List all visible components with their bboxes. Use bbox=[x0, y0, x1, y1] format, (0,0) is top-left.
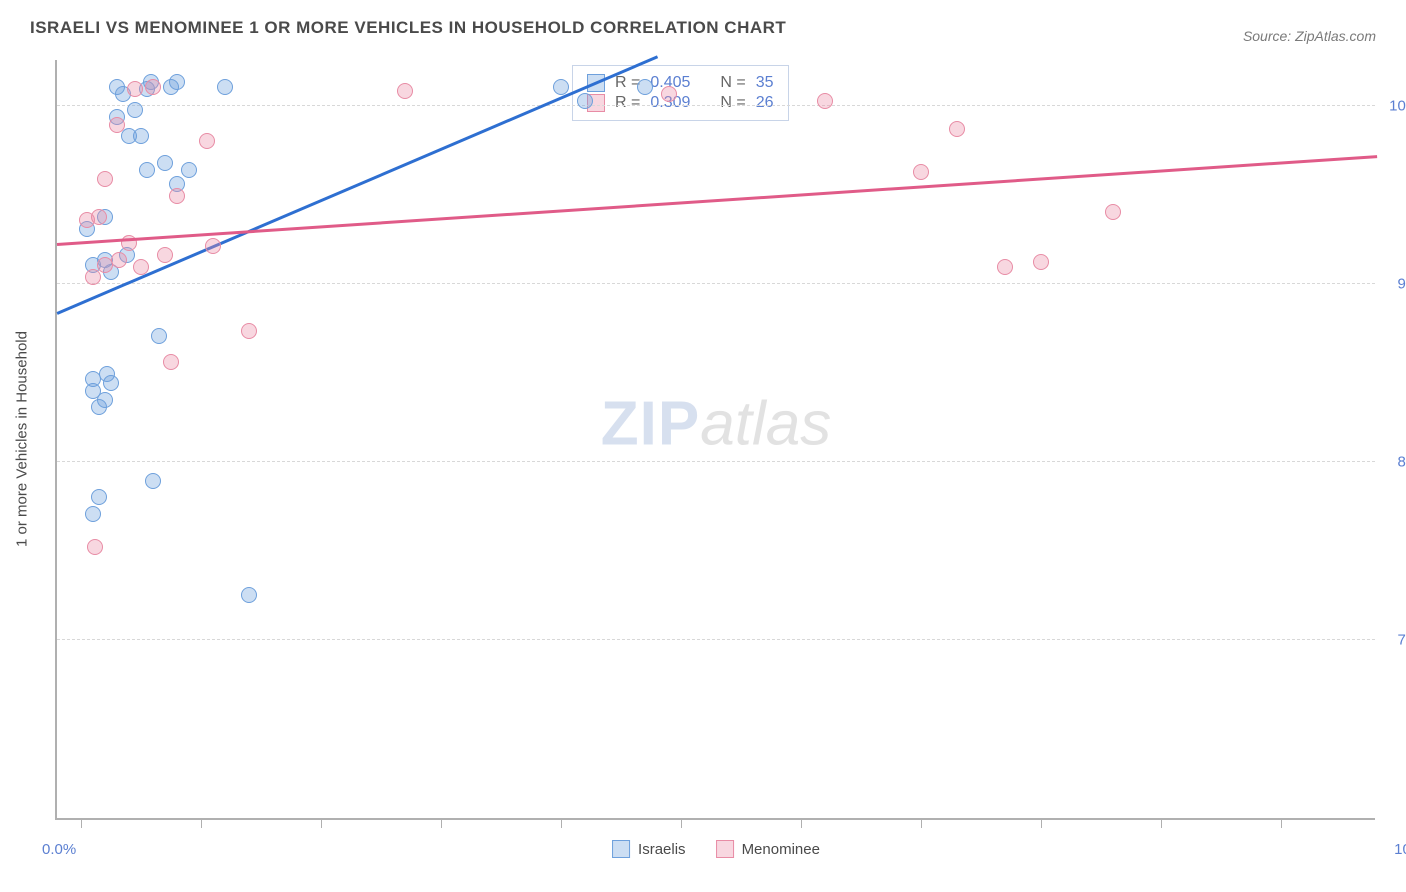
scatter-point bbox=[111, 252, 127, 268]
x-tick bbox=[441, 818, 442, 828]
scatter-point bbox=[91, 489, 107, 505]
watermark-atlas: atlas bbox=[700, 389, 831, 458]
scatter-point bbox=[133, 259, 149, 275]
scatter-point bbox=[139, 162, 155, 178]
x-tick bbox=[1041, 818, 1042, 828]
scatter-point bbox=[99, 366, 115, 382]
scatter-point bbox=[553, 79, 569, 95]
scatter-point bbox=[817, 93, 833, 109]
scatter-point bbox=[577, 93, 593, 109]
scatter-point bbox=[127, 81, 143, 97]
scatter-point bbox=[205, 238, 221, 254]
watermark: ZIPatlas bbox=[601, 388, 831, 459]
legend-item: Israelis bbox=[612, 840, 686, 858]
scatter-point bbox=[145, 473, 161, 489]
x-tick bbox=[81, 818, 82, 828]
gridline: 92.5% bbox=[57, 283, 1375, 284]
chart-title: ISRAELI VS MENOMINEE 1 OR MORE VEHICLES … bbox=[30, 18, 786, 38]
scatter-point bbox=[217, 79, 233, 95]
scatter-point bbox=[181, 162, 197, 178]
scatter-point bbox=[85, 506, 101, 522]
stats-legend-box: R = 0.405N = 35 R = 0.309N = 26 bbox=[572, 65, 789, 121]
y-tick-label: 100.0% bbox=[1380, 97, 1406, 114]
scatter-point bbox=[241, 323, 257, 339]
x-tick bbox=[321, 818, 322, 828]
x-axis-min-label: 0.0% bbox=[42, 841, 76, 858]
scatter-point bbox=[163, 354, 179, 370]
scatter-point bbox=[109, 117, 125, 133]
gridline: 100.0% bbox=[57, 105, 1375, 106]
scatter-point bbox=[145, 79, 161, 95]
scatter-point bbox=[85, 269, 101, 285]
source-label: Source: ZipAtlas.com bbox=[1243, 28, 1376, 44]
x-tick bbox=[561, 818, 562, 828]
stat-r-label: R = bbox=[615, 94, 640, 112]
x-tick bbox=[201, 818, 202, 828]
scatter-point bbox=[151, 328, 167, 344]
legend-swatch bbox=[716, 840, 734, 858]
scatter-point bbox=[637, 79, 653, 95]
stat-n-value: 26 bbox=[756, 94, 774, 112]
gridline: 77.5% bbox=[57, 639, 1375, 640]
legend-item: Menominee bbox=[716, 840, 820, 858]
scatter-point bbox=[199, 133, 215, 149]
x-axis-max-label: 100.0% bbox=[1394, 841, 1406, 858]
stat-n-label: N = bbox=[720, 94, 745, 112]
chart-plot-area: 1 or more Vehicles in Household ZIPatlas… bbox=[55, 60, 1375, 820]
trend-line bbox=[57, 155, 1377, 245]
scatter-point bbox=[397, 83, 413, 99]
scatter-point bbox=[997, 259, 1013, 275]
y-axis-title: 1 or more Vehicles in Household bbox=[14, 331, 31, 547]
scatter-point bbox=[97, 171, 113, 187]
scatter-point bbox=[949, 121, 965, 137]
scatter-point bbox=[91, 399, 107, 415]
scatter-point bbox=[157, 247, 173, 263]
legend-label: Israelis bbox=[638, 841, 686, 858]
y-tick-label: 85.0% bbox=[1380, 453, 1406, 470]
x-tick bbox=[1161, 818, 1162, 828]
scatter-point bbox=[157, 155, 173, 171]
scatter-point bbox=[1105, 204, 1121, 220]
gridline: 85.0% bbox=[57, 461, 1375, 462]
scatter-point bbox=[169, 74, 185, 90]
stats-row: R = 0.309N = 26 bbox=[587, 94, 774, 112]
x-tick bbox=[1281, 818, 1282, 828]
scatter-point bbox=[91, 209, 107, 225]
scatter-point bbox=[1033, 254, 1049, 270]
x-tick bbox=[681, 818, 682, 828]
stat-n-label: N = bbox=[720, 74, 745, 92]
scatter-point bbox=[913, 164, 929, 180]
stat-n-value: 35 bbox=[756, 74, 774, 92]
y-tick-label: 92.5% bbox=[1380, 275, 1406, 292]
scatter-point bbox=[241, 587, 257, 603]
y-tick-label: 77.5% bbox=[1380, 631, 1406, 648]
scatter-point bbox=[87, 539, 103, 555]
scatter-point bbox=[127, 102, 143, 118]
legend-swatch bbox=[612, 840, 630, 858]
x-tick bbox=[921, 818, 922, 828]
watermark-zip: ZIP bbox=[601, 389, 700, 458]
bottom-legend: Israelis Menominee bbox=[612, 840, 820, 858]
scatter-point bbox=[133, 128, 149, 144]
scatter-point bbox=[169, 188, 185, 204]
legend-label: Menominee bbox=[742, 841, 820, 858]
stats-row: R = 0.405N = 35 bbox=[587, 74, 774, 92]
x-tick bbox=[801, 818, 802, 828]
scatter-point bbox=[661, 86, 677, 102]
